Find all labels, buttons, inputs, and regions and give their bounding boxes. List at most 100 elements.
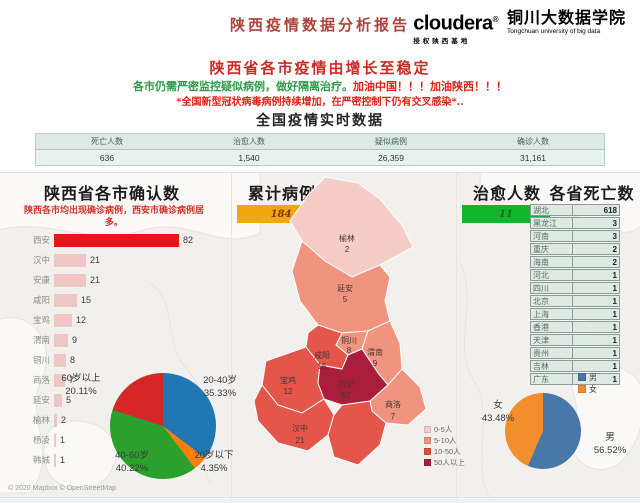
age-pie[interactable] bbox=[110, 373, 216, 479]
gender-pie-label-female: 女 43.48% bbox=[474, 399, 522, 425]
death-province-name: 上海 bbox=[531, 309, 573, 320]
bar[interactable] bbox=[54, 433, 56, 447]
death-province-name: 吉林 bbox=[531, 361, 573, 372]
bar-value: 1 bbox=[60, 435, 66, 445]
death-table-row[interactable]: 四川 1 bbox=[530, 282, 620, 294]
death-table-row[interactable]: 河北 1 bbox=[530, 269, 620, 281]
death-table-row[interactable]: 重庆 2 bbox=[530, 243, 620, 255]
death-table-row[interactable]: 湖北 618 bbox=[530, 204, 620, 216]
death-province-name: 广东 bbox=[531, 374, 573, 385]
bar-row[interactable]: 延安 5 bbox=[8, 390, 223, 410]
shaanxi-choropleth-map: 榆林 2 延安 5 铜川 8 渭南 9 咸阳 15 宝鸡 12 西安 82 商洛… bbox=[253, 176, 427, 466]
bar-value: 9 bbox=[72, 335, 78, 345]
legend-swatch-0-5 bbox=[424, 426, 431, 433]
bar-row[interactable]: 咸阳 15 bbox=[8, 290, 223, 310]
bar-value: 1 bbox=[60, 455, 66, 465]
brand-text: cloudera bbox=[413, 12, 493, 35]
org-name: 铜川大数据学院 bbox=[506, 10, 626, 27]
brand-subtitle: 授权陕西基地 bbox=[413, 37, 471, 45]
age-60plus-name: 60岁以上 bbox=[61, 373, 101, 384]
gender-pie[interactable] bbox=[505, 393, 581, 469]
death-table-row[interactable]: 海南 2 bbox=[530, 256, 620, 268]
legend-row-50plus[interactable]: 50人以上 bbox=[424, 457, 465, 468]
bar[interactable] bbox=[54, 393, 62, 407]
map-label-xian-name: 西安 bbox=[338, 379, 354, 389]
bar-row[interactable]: 西安 82 bbox=[8, 230, 223, 250]
legend-swatch-50plus bbox=[424, 459, 431, 466]
bar-city-label: 咸阳 bbox=[32, 295, 50, 305]
map-label-weinan-name: 渭南 bbox=[367, 347, 383, 357]
bar-row[interactable]: 渭南 9 bbox=[8, 330, 223, 350]
female-swatch bbox=[578, 385, 586, 393]
bar[interactable] bbox=[54, 313, 72, 327]
panel-divider-right bbox=[456, 173, 457, 499]
legend-row-0-5[interactable]: 0-5人 bbox=[424, 424, 465, 435]
death-province-name: 重庆 bbox=[531, 244, 573, 255]
stats-col-cured: 治愈人数 bbox=[233, 137, 265, 146]
note-green-text: 各市仍需严密监控疑似病例，做好隔离治疗。 bbox=[133, 80, 353, 93]
map-labels: 榆林 2 延安 5 铜川 8 渭南 9 咸阳 15 宝鸡 12 西安 82 商洛… bbox=[280, 233, 401, 445]
cloudera-wordmark: cloudera® bbox=[413, 10, 498, 34]
death-table-row[interactable]: 广东 1 bbox=[530, 373, 620, 385]
bar[interactable] bbox=[54, 353, 66, 367]
bar-chart-subtitle: 陕西各市均出现确诊病例，西安市确诊病例居多。 bbox=[24, 206, 205, 228]
bar-row[interactable]: 榆林 2 bbox=[8, 410, 223, 430]
gender-legend-male[interactable]: 男 bbox=[578, 371, 597, 383]
map-label-yanan-name: 延安 bbox=[337, 283, 353, 293]
bar-value: 5 bbox=[66, 395, 72, 405]
bar[interactable] bbox=[54, 233, 179, 247]
bar-row[interactable]: 韩城 1 bbox=[8, 450, 223, 470]
dashboard-canvas: 陕西省各市确认数 陕西各市均出现确诊病例，西安市确诊病例居多。 西安 82 汉中 21… bbox=[0, 172, 640, 499]
legend-row-5-10[interactable]: 5-10人 bbox=[424, 435, 465, 446]
death-province-value: 1 bbox=[612, 284, 617, 293]
death-table-row[interactable]: 贵州 1 bbox=[530, 347, 620, 359]
death-table-row[interactable]: 北京 1 bbox=[530, 295, 620, 307]
death-table-row[interactable]: 香港 1 bbox=[530, 321, 620, 333]
male-legend-label: 男 bbox=[589, 372, 597, 382]
map-legend: 0-5人 5-10人 10-50人 50人以上 bbox=[424, 424, 465, 468]
death-province-value: 2 bbox=[612, 258, 617, 267]
death-province-value: 1 bbox=[612, 362, 617, 371]
death-province-value: 1 bbox=[612, 297, 617, 306]
death-table-row[interactable]: 天津 1 bbox=[530, 334, 620, 346]
death-table-row[interactable]: 黑龙江 3 bbox=[530, 217, 620, 229]
bar-city-label: 杨凌 bbox=[32, 435, 50, 445]
bar-value: 21 bbox=[90, 275, 101, 285]
map-label-yulin-value: 2 bbox=[345, 245, 350, 254]
bar-row[interactable]: 商洛 7 bbox=[8, 370, 223, 390]
legend-row-10-50[interactable]: 10-50人 bbox=[424, 446, 465, 457]
bar-value: 2 bbox=[61, 415, 67, 425]
map-region-ankang[interactable] bbox=[327, 400, 387, 466]
death-table-row[interactable]: 上海 1 bbox=[530, 308, 620, 320]
death-province-name: 贵州 bbox=[531, 348, 573, 359]
stats-col-suspected: 疑似病例 bbox=[375, 137, 407, 146]
age-under20-pct: 4.35% bbox=[200, 463, 228, 474]
national-stats-header: 死亡人数 治愈人数 疑似病例 确诊人数 bbox=[36, 134, 604, 150]
bar[interactable] bbox=[54, 373, 65, 387]
death-table-row[interactable]: 河南 3 bbox=[530, 230, 620, 242]
death-province-value: 1 bbox=[612, 310, 617, 319]
bar-row[interactable]: 杨凌 1 bbox=[8, 430, 223, 450]
death-table-row[interactable]: 吉林 1 bbox=[530, 360, 620, 372]
death-province-name: 天津 bbox=[531, 335, 573, 346]
map-label-hanzhong-value: 21 bbox=[296, 436, 305, 445]
note-red-text: 加油中国！！！加油陕西！！！ bbox=[353, 80, 507, 93]
bar[interactable] bbox=[54, 273, 86, 287]
bar-row[interactable]: 安康 21 bbox=[8, 270, 223, 290]
map-label-baoji-name: 宝鸡 bbox=[280, 375, 296, 385]
bar-row[interactable]: 宝鸡 12 bbox=[8, 310, 223, 330]
bar-row[interactable]: 铜川 8 bbox=[8, 350, 223, 370]
map-attribution: © 2020 Mapbox © OpenStreetMap bbox=[8, 485, 116, 492]
bar[interactable] bbox=[54, 453, 56, 467]
bar-chart-rows: 西安 82 汉中 21 安康 21 咸阳 15 宝鸡 12 渭南 9 铜川 8 商洛 7 延安 5 榆林 2 杨凌 1 韩城… bbox=[8, 230, 223, 470]
bar-row[interactable]: 汉中 21 bbox=[8, 250, 223, 270]
cured-count-badge: 11 bbox=[462, 205, 550, 223]
map-label-xian-value: 82 bbox=[342, 391, 351, 400]
gender-legend-female[interactable]: 女 bbox=[578, 383, 597, 395]
bar[interactable] bbox=[54, 253, 86, 267]
bar[interactable] bbox=[54, 413, 57, 427]
bar[interactable] bbox=[54, 333, 68, 347]
bar[interactable] bbox=[54, 293, 77, 307]
female-slice-pct: 43.48% bbox=[481, 413, 515, 424]
